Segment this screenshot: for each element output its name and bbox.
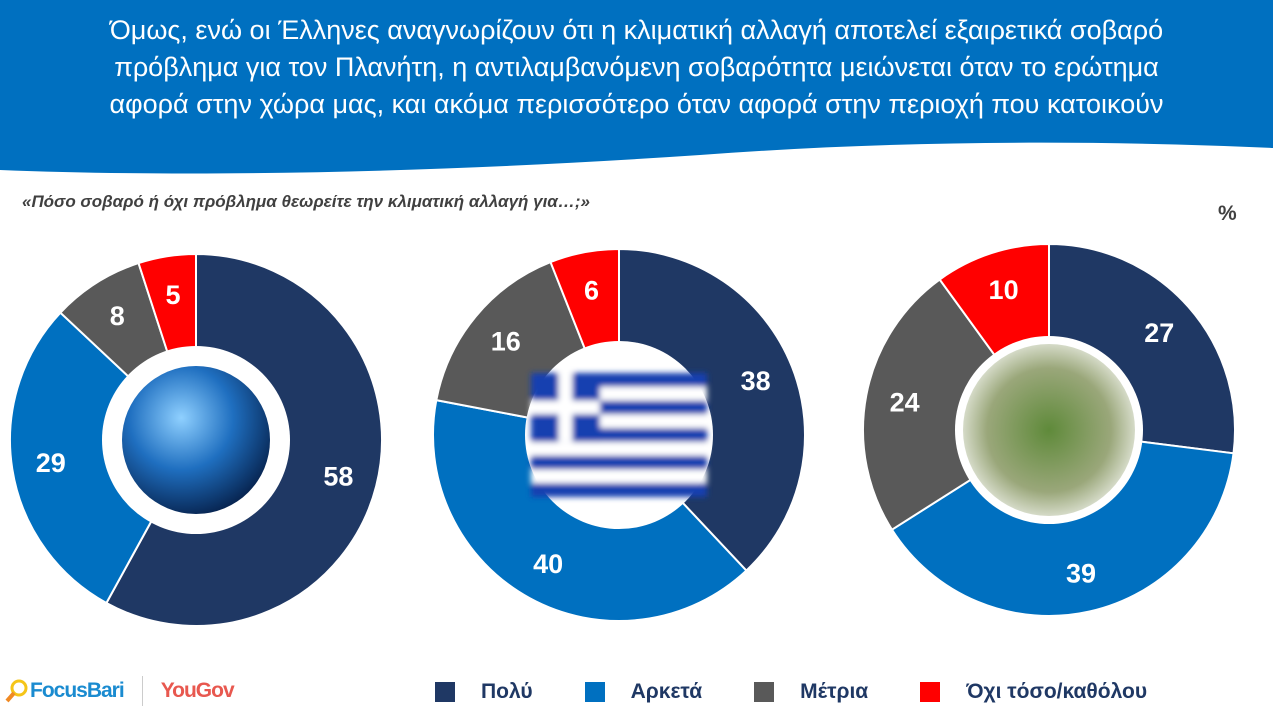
focusbari-logo: FocusBari: [30, 679, 125, 702]
data-label: 29: [36, 448, 66, 478]
data-label: 16: [491, 326, 521, 356]
legend-item: Αρκετά: [584, 680, 703, 704]
survey-question: «Πόσο σοβαρό ή όχι πρόβλημα θεωρείτε την…: [22, 192, 590, 211]
data-label: 39: [1066, 558, 1096, 588]
legend-swatch: [920, 682, 941, 702]
data-label: 24: [890, 387, 920, 417]
legend-label: Πολύ: [481, 680, 533, 703]
logos: FocusBari YouGov: [4, 676, 235, 706]
data-label: 58: [323, 462, 353, 492]
data-label: 40: [533, 549, 563, 579]
data-label: 8: [110, 301, 125, 331]
divider: [141, 676, 143, 706]
legend-swatch: [584, 682, 605, 702]
data-label: 27: [1144, 318, 1174, 348]
donut-chart: 38 40 16 6: [432, 247, 806, 622]
legend-item: Μέτρια: [754, 680, 868, 704]
unit-label: %: [1218, 202, 1237, 225]
title-line: Όμως, ενώ οι Έλληνες αναγνωρίζουν ότι η …: [109, 15, 1164, 45]
earth-globe-image: [122, 366, 270, 514]
title-line: πρόβλημα για τον Πλανήτη, η αντιλαμβανόμ…: [114, 52, 1159, 82]
page-title: Όμως, ενώ οι Έλληνες αναγνωρίζουν ότι η …: [0, 12, 1273, 123]
title-line: αφορά στην χώρα μας, και ακόμα περισσότε…: [109, 89, 1164, 119]
legend-swatch: [435, 682, 455, 702]
street-image: [963, 344, 1135, 516]
header-banner: [0, 0, 1273, 174]
legend-label: Αρκετά: [630, 680, 703, 703]
data-label: 38: [741, 366, 771, 396]
magnifier-icon: [5, 679, 28, 703]
donut-chart: 27 39 24 10: [862, 242, 1236, 617]
data-label: 10: [989, 275, 1019, 305]
data-label: 6: [584, 276, 599, 306]
legend-label: Όχι τόσο/καθόλου: [966, 680, 1148, 703]
legend-item: Όχι τόσο/καθόλου: [920, 680, 1147, 704]
legend: Πολύ Αρκετά Μέτρια Όχι τόσο/καθόλου: [435, 680, 1199, 704]
data-label: 5: [165, 280, 180, 310]
donut-chart: 58 29 8 5: [9, 252, 383, 627]
yougov-logo: YouGov: [160, 679, 235, 702]
legend-swatch: [754, 682, 775, 702]
greek-flag-image: [531, 373, 707, 497]
legend-label: Μέτρια: [800, 680, 869, 703]
legend-item: Πολύ: [435, 680, 533, 704]
